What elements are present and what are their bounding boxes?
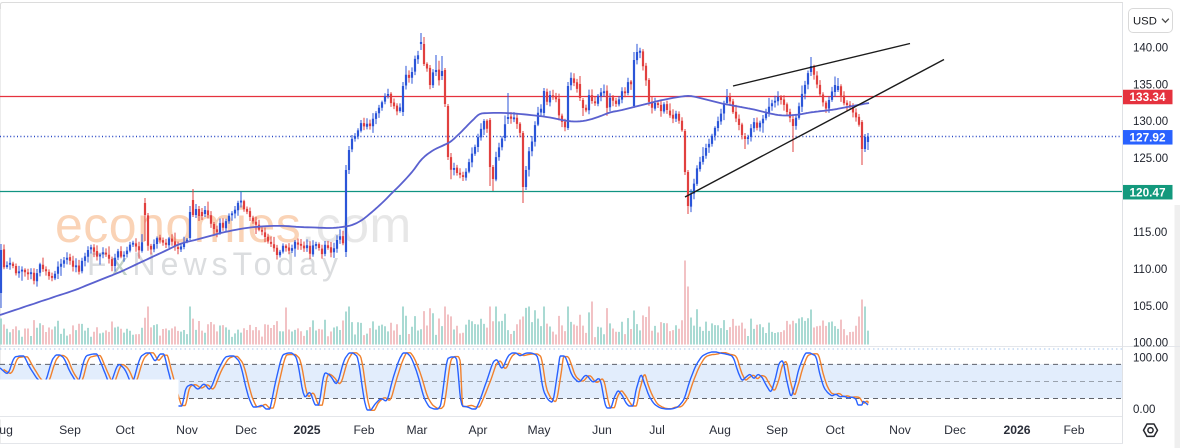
- svg-text:Aug: Aug: [709, 423, 731, 437]
- svg-text:Sep: Sep: [59, 423, 81, 437]
- svg-text:125.00: 125.00: [1133, 153, 1168, 165]
- svg-text:Dec: Dec: [235, 423, 257, 437]
- svg-text:Oct: Oct: [826, 423, 846, 437]
- svg-text:Oct: Oct: [116, 423, 136, 437]
- svg-text:127.92: 127.92: [1129, 131, 1166, 145]
- svg-text:FxNewsToday: FxNewsToday: [87, 246, 343, 282]
- svg-text:133.34: 133.34: [1129, 90, 1166, 104]
- svg-text:135.00: 135.00: [1133, 79, 1168, 91]
- svg-text:120.47: 120.47: [1129, 185, 1166, 199]
- svg-text:economies.com: economies.com: [55, 197, 412, 253]
- svg-text:Apr: Apr: [469, 423, 488, 437]
- svg-text:Aug: Aug: [0, 423, 13, 437]
- svg-text:110.00: 110.00: [1133, 264, 1167, 276]
- svg-text:Mar: Mar: [407, 423, 428, 437]
- svg-text:Dec: Dec: [944, 423, 966, 437]
- svg-text:0.00: 0.00: [1133, 404, 1155, 416]
- svg-text:105.00: 105.00: [1133, 301, 1168, 313]
- svg-text:2025: 2025: [293, 423, 320, 437]
- svg-text:Sep: Sep: [766, 423, 788, 437]
- svg-text:USD: USD: [1133, 16, 1157, 28]
- svg-text:Jul: Jul: [649, 423, 665, 437]
- svg-text:140.00: 140.00: [1133, 42, 1168, 54]
- svg-text:100.00: 100.00: [1133, 353, 1168, 365]
- svg-text:Nov: Nov: [889, 423, 912, 437]
- svg-text:Nov: Nov: [176, 423, 199, 437]
- svg-text:130.00: 130.00: [1133, 116, 1168, 128]
- svg-text:100.00: 100.00: [1133, 338, 1168, 350]
- svg-text:Feb: Feb: [353, 423, 374, 437]
- svg-text:115.00: 115.00: [1133, 227, 1167, 239]
- svg-text:Jun: Jun: [592, 423, 612, 437]
- svg-text:2026: 2026: [1003, 423, 1030, 437]
- svg-text:Feb: Feb: [1063, 423, 1084, 437]
- svg-text:May: May: [527, 423, 551, 437]
